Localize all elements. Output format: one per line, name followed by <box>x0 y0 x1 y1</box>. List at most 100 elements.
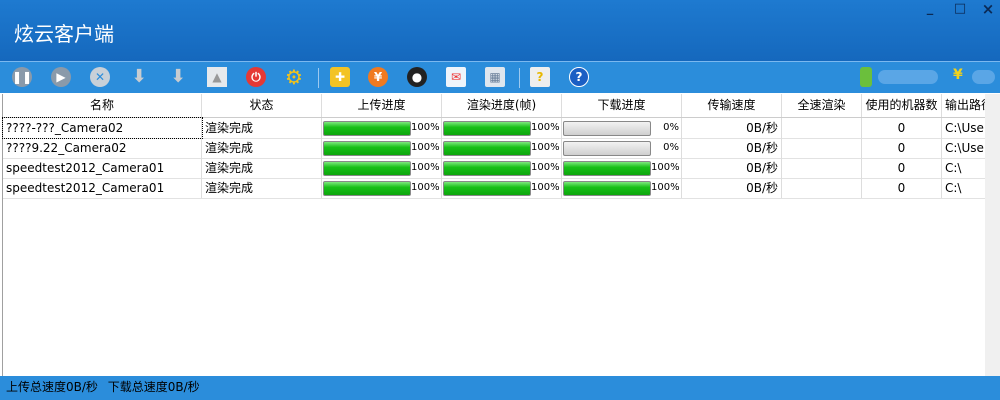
task-name: speedtest2012_Camera01 <box>3 178 202 198</box>
toolbar: ❚❚ ▶ ✕ ⬇ ⬇ ▲ ⏻ ⚙ ✚ ¥ ● ✉ ▦ ? ? ¥ <box>0 61 1000 93</box>
column-header[interactable]: 输出路径 <box>942 94 986 117</box>
download-progress: 0% <box>562 138 682 158</box>
table-row[interactable]: ????-???_Camera02 渲染完成 100% 100% 0% 0B/秒 0 C:\U… <box>2 117 986 139</box>
column-header[interactable]: 传输速度 <box>682 94 782 117</box>
column-header[interactable]: 上传进度 <box>322 94 442 117</box>
output-path: C:\Use··· <box>942 118 986 138</box>
task-status: 渲染完成 <box>202 118 322 138</box>
table-row[interactable]: ????9.22_Camera02 渲染完成 100% 100% 0% 0B/秒 0 C:\U… <box>3 138 986 159</box>
status-bar: 上传总速度0B/秒 下载总速度0B/秒 <box>0 376 1000 400</box>
download-progress: 100% <box>562 178 682 198</box>
play-icon[interactable]: ▶ <box>51 67 71 87</box>
upload-progress: 100% <box>322 118 442 138</box>
task-name: ????-???_Camera02 <box>2 117 203 139</box>
help-doc-icon[interactable]: ? <box>530 67 550 87</box>
progress-bar <box>443 180 531 196</box>
progress-bar <box>563 160 651 176</box>
full-speed-render <box>782 178 862 198</box>
progress-label: 100% <box>651 182 680 193</box>
minimize-button[interactable]: _ <box>926 1 934 16</box>
download-progress: 100% <box>562 158 682 178</box>
calculator-icon[interactable]: ▦ <box>485 67 505 87</box>
task-status: 渲染完成 <box>202 158 322 178</box>
progress-label: 0% <box>663 142 679 153</box>
help-icon[interactable]: ? <box>569 67 589 87</box>
progress-bar <box>323 140 411 156</box>
machine-count: 0 <box>862 138 942 158</box>
progress-label: 100% <box>651 162 680 173</box>
maximize-button[interactable]: □ <box>953 1 967 16</box>
vertical-scrollbar[interactable] <box>985 94 1000 376</box>
app-title: 炫云客户端 <box>14 22 114 46</box>
task-name: speedtest2012_Camera01 <box>3 158 202 178</box>
toolbar-separator <box>318 68 319 88</box>
progress-label: 100% <box>411 182 440 193</box>
image-icon[interactable]: ▲ <box>207 67 227 87</box>
qq-icon[interactable]: ● <box>407 67 427 87</box>
close-button[interactable]: × <box>981 0 995 18</box>
user-icon <box>860 67 872 87</box>
download-total-speed: 下载总速度0B/秒 <box>107 380 200 394</box>
upload-progress: 100% <box>322 178 442 198</box>
full-speed-render <box>782 138 862 158</box>
full-speed-render <box>782 158 862 178</box>
upload-total-speed: 上传总速度0B/秒 <box>6 380 98 394</box>
mail-icon[interactable]: ✉ <box>446 67 466 87</box>
output-path: C:\ <box>942 158 986 178</box>
progress-label: 100% <box>531 182 560 193</box>
machine-count: 0 <box>862 118 942 138</box>
title-bar: 炫云客户端 _ □ × <box>0 0 1000 61</box>
pause-icon[interactable]: ❚❚ <box>12 67 32 87</box>
upload-progress: 100% <box>322 138 442 158</box>
progress-bar <box>563 180 651 196</box>
progress-bar <box>443 160 531 176</box>
delete-icon[interactable]: ✕ <box>90 67 110 87</box>
progress-label: 100% <box>411 162 440 173</box>
toolbar-separator <box>519 68 520 88</box>
download-pause-icon[interactable]: ⬇ <box>131 66 147 87</box>
machine-count: 0 <box>862 158 942 178</box>
output-path: C:\ <box>942 178 986 198</box>
column-header[interactable]: 状态 <box>202 94 322 117</box>
output-path: C:\Use··· <box>942 138 986 158</box>
column-header[interactable]: 全速渲染 <box>782 94 862 117</box>
username-blurred <box>878 70 938 84</box>
render-progress: 100% <box>442 158 562 178</box>
download-icon[interactable]: ⬇ <box>170 66 186 87</box>
progress-bar <box>323 180 411 196</box>
progress-bar <box>563 120 651 136</box>
column-header[interactable]: 使用的机器数 <box>862 94 942 117</box>
machine-count: 0 <box>862 178 942 198</box>
progress-bar <box>323 160 411 176</box>
column-header[interactable]: 渲染进度(帧) <box>442 94 562 117</box>
table-row[interactable]: speedtest2012_Camera01 渲染完成 100% 100% 100% 0B… <box>3 158 986 179</box>
progress-bar <box>443 120 531 136</box>
transfer-speed: 0B/秒 <box>682 118 782 138</box>
render-progress: 100% <box>442 118 562 138</box>
transfer-speed: 0B/秒 <box>682 138 782 158</box>
progress-bar <box>323 120 411 136</box>
yuan-icon[interactable]: ¥ <box>368 67 388 87</box>
progress-label: 0% <box>663 122 679 133</box>
table-row[interactable]: speedtest2012_Camera01 渲染完成 100% 100% 100% 0B… <box>3 178 986 199</box>
task-name: ????9.22_Camera02 <box>3 138 202 158</box>
column-header[interactable]: 下载进度 <box>562 94 682 117</box>
progress-label: 100% <box>531 142 560 153</box>
gear-icon[interactable]: ⚙ <box>285 65 303 89</box>
transfer-speed: 0B/秒 <box>682 158 782 178</box>
power-icon[interactable]: ⏻ <box>246 67 266 87</box>
progress-label: 100% <box>531 162 560 173</box>
transfer-speed: 0B/秒 <box>682 178 782 198</box>
balance-icon: ¥ <box>953 67 963 83</box>
render-progress: 100% <box>442 178 562 198</box>
render-progress: 100% <box>442 138 562 158</box>
progress-bar <box>563 140 651 156</box>
progress-label: 100% <box>411 142 440 153</box>
download-progress: 0% <box>562 118 682 138</box>
task-status: 渲染完成 <box>202 138 322 158</box>
column-header[interactable]: 名称 <box>3 94 202 117</box>
plugin-icon[interactable]: ✚ <box>330 67 350 87</box>
progress-label: 100% <box>531 122 560 133</box>
